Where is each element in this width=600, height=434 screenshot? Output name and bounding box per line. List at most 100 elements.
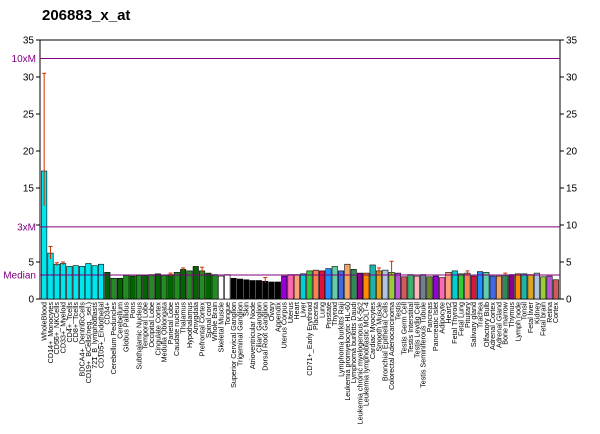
bar-46	[331, 266, 338, 300]
category-label-42: CD71+_Early Erythroid	[305, 302, 314, 376]
bar-9	[98, 263, 105, 300]
bar-49	[350, 269, 357, 300]
ytick-label-right-30: 30	[566, 73, 578, 84]
bar-57	[401, 276, 408, 300]
category-label-5: CD8+_Tcells	[71, 302, 80, 343]
bar-45	[325, 268, 332, 300]
bar-48	[344, 263, 351, 300]
category-label-17: Occipital Lobe	[147, 302, 156, 348]
category-label-33: Atrioventricular Node	[248, 302, 257, 369]
bar-77	[527, 274, 534, 300]
category-label-61: Pancreas	[425, 302, 434, 333]
bar-20	[167, 274, 174, 300]
bar-47	[338, 270, 345, 300]
bar-36	[268, 281, 275, 300]
category-label-41: Liver	[299, 301, 308, 317]
bar-12	[116, 277, 123, 300]
category-label-9: CD105+_Endothelial	[96, 302, 105, 369]
category-label-20: Parietal Lobe	[166, 302, 175, 344]
category-label-51: Leukemia lymphoblastic MOLT-4	[362, 302, 371, 406]
bar-11	[110, 277, 117, 300]
bar-22	[180, 269, 187, 300]
bar-30	[230, 277, 237, 300]
category-label-2: CD56+_NKCells	[52, 302, 61, 355]
ytick-label-right-20: 20	[566, 147, 578, 158]
category-label-30: Superior Cervical Ganglion	[229, 302, 238, 388]
category-label-69: Trachea	[475, 302, 484, 328]
category-label-70: Olfactory Bulb	[482, 302, 491, 347]
bar-24	[192, 266, 199, 300]
bar-66	[458, 273, 465, 300]
category-label-12: Cerebellum	[115, 302, 124, 339]
category-label-21: Caudate nucleus	[172, 302, 181, 356]
bar-71	[489, 275, 496, 300]
category-label-18: Cingulate Cortex	[153, 302, 162, 356]
category-label-14: Pons	[128, 302, 137, 319]
bar-7	[85, 263, 92, 300]
category-label-19: Medulla Oblongata	[160, 302, 169, 362]
bar-37	[274, 281, 281, 300]
category-label-80: Retina	[545, 302, 554, 323]
bar-54	[382, 269, 389, 300]
bar-18	[154, 273, 161, 300]
bar-58	[407, 274, 414, 300]
category-label-54: Bronchial Epithelial Cells	[381, 302, 390, 382]
bar-62	[432, 275, 439, 300]
category-label-64: Heart2	[444, 302, 453, 324]
ytick-label-right-35: 35	[566, 36, 578, 47]
bar-38	[281, 275, 288, 300]
category-label-50: Leukemia chronic myelogenous K-562	[355, 302, 364, 424]
bar-2	[53, 263, 60, 300]
category-label-23: Hypothalamus	[185, 302, 194, 348]
bar-33	[249, 280, 256, 300]
category-label-31: Trigeminal Ganglion	[235, 302, 244, 366]
bar-4	[66, 266, 73, 300]
bar-26	[205, 272, 212, 300]
category-label-32: Skin	[242, 302, 251, 316]
category-label-44: Lung	[318, 302, 327, 318]
category-label-49: Lymphoma burkitts Daudi	[349, 302, 358, 384]
category-label-6: BDCA4+_DentriticCells	[77, 302, 86, 377]
bar-78	[533, 272, 540, 300]
ytick-label-left-25: 25	[23, 110, 35, 121]
category-label-57: Testis Germ Cell	[400, 302, 409, 355]
category-label-68: Salivary gland	[469, 302, 478, 347]
ytick-label-right-15: 15	[566, 184, 578, 195]
category-label-62: Pancreatic Islet	[431, 302, 440, 351]
ytick-label-left-15: 15	[23, 184, 35, 195]
bar-51	[363, 272, 370, 300]
bar-76	[521, 273, 528, 300]
ref-label-median: Median	[3, 270, 36, 281]
ytick-label-right-5: 5	[566, 258, 572, 269]
bar-70	[483, 272, 490, 300]
plot-frame	[39, 39, 561, 300]
category-label-58: Testis Interstitial	[406, 302, 415, 354]
category-label-75: Lymph node	[513, 302, 522, 341]
bar-23	[186, 270, 193, 300]
category-label-28: Skeletal Muscle	[216, 302, 225, 352]
bar-52	[369, 264, 376, 300]
category-label-4: CD4+_Tcells	[65, 302, 74, 343]
bar-8	[91, 265, 98, 300]
bar-65	[451, 270, 458, 300]
category-label-13: Globus Pallidus	[122, 302, 131, 352]
category-label-78: Kidney	[532, 302, 541, 324]
category-label-48: Leukemia promyelocytic HL-60	[343, 302, 352, 401]
category-label-16: Temporal Lobe	[141, 302, 150, 350]
bar-55	[388, 272, 395, 300]
category-label-11: Cerebellum Peduncles	[109, 302, 118, 375]
category-label-66: Fetal Lung	[456, 302, 465, 336]
bar-32	[243, 279, 250, 300]
ytick-label-left-30: 30	[23, 73, 35, 84]
ref-label-10xm: 10xM	[12, 54, 36, 65]
ref-label-3xm: 3xM	[17, 222, 36, 233]
category-label-22: Thalamus	[179, 302, 188, 334]
category-label-24: Amygdala	[191, 302, 200, 334]
category-label-65: Fetal Thyroid	[450, 302, 459, 344]
category-label-8: 721_B_lymphoblasts	[90, 302, 99, 369]
category-label-72: Adrenal Gland	[494, 302, 503, 348]
bar-19	[161, 275, 168, 300]
category-label-79: Fetal brain	[539, 302, 548, 336]
bar-72	[495, 275, 502, 300]
bar-68	[470, 275, 477, 300]
